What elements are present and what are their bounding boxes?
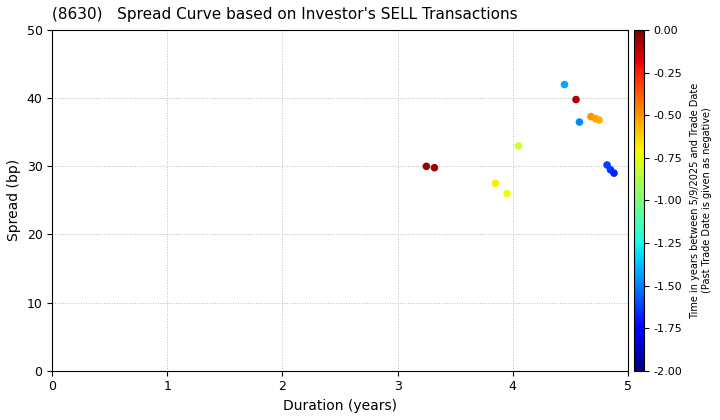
Point xyxy=(585,113,597,120)
Point xyxy=(574,119,585,126)
Point xyxy=(501,190,513,197)
Y-axis label: Spread (bp): Spread (bp) xyxy=(7,159,21,242)
Point xyxy=(590,115,601,122)
Point xyxy=(490,180,501,187)
Point xyxy=(559,81,570,88)
Y-axis label: Time in years between 5/9/2025 and Trade Date
(Past Trade Date is given as negat: Time in years between 5/9/2025 and Trade… xyxy=(690,82,712,318)
Point xyxy=(513,142,524,149)
Point xyxy=(428,164,440,171)
Point xyxy=(593,117,605,123)
Point xyxy=(420,163,432,170)
Point xyxy=(601,162,613,168)
X-axis label: Duration (years): Duration (years) xyxy=(283,399,397,413)
Text: (8630)   Spread Curve based on Investor's SELL Transactions: (8630) Spread Curve based on Investor's … xyxy=(53,7,518,22)
Point xyxy=(570,96,582,103)
Point xyxy=(605,166,616,173)
Point xyxy=(608,170,620,176)
